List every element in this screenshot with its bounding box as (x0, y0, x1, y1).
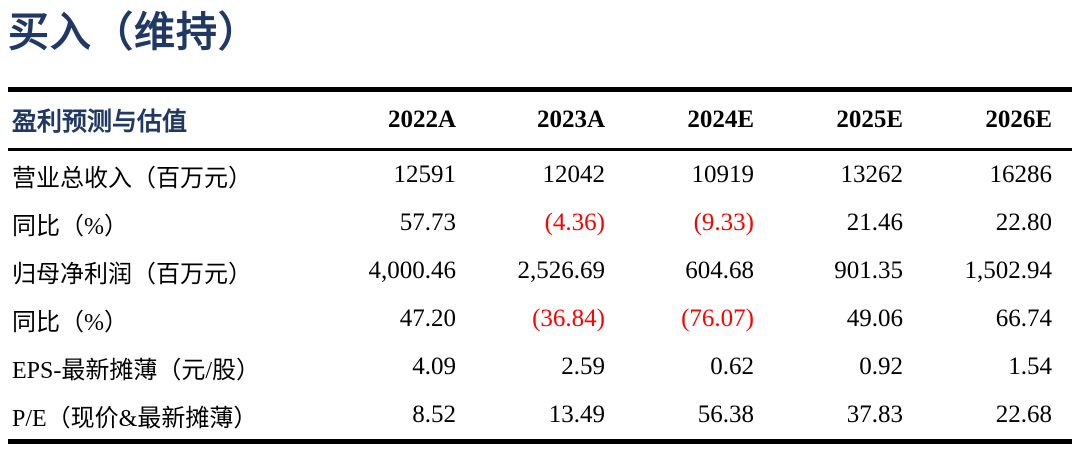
table-row-net-profit-yoy: 同比（%） 47.20 (36.84) (76.07) 49.06 66.74 (8, 295, 1072, 343)
cell-value: 21.46 (846, 209, 903, 236)
row-label: 归母净利润（百万元） (12, 261, 252, 288)
table-row-revenue: 营业总收入（百万元） 12591 12042 10919 13262 16286 (8, 150, 1072, 200)
cell-value: 13262 (840, 161, 904, 188)
cell-value: 13.49 (548, 401, 605, 428)
cell-value: 2,526.69 (517, 257, 606, 284)
row-label: 营业总收入（百万元） (12, 165, 252, 192)
table-row-pe: P/E（现价&最新摊薄） 8.52 13.49 56.38 37.83 22.6… (8, 391, 1072, 442)
table-header-row: 盈利预测与估值 2022A 2023A 2024E 2025E 2026E (8, 90, 1072, 150)
col-header-2022a: 2022A (387, 106, 456, 133)
row-label: 同比（%） (12, 309, 128, 336)
cell-value-negative: (36.84) (532, 305, 605, 332)
cell-value: 57.73 (399, 209, 456, 236)
cell-value-negative: (76.07) (681, 305, 754, 332)
cell-value: 47.20 (399, 305, 456, 332)
cell-value: 0.62 (710, 353, 754, 380)
col-header-2023a: 2023A (536, 106, 605, 133)
cell-value: 0.92 (859, 353, 903, 380)
cell-value: 56.38 (697, 401, 754, 428)
cell-value: 10919 (691, 161, 755, 188)
cell-value: 8.52 (412, 401, 456, 428)
table-row-net-profit: 归母净利润（百万元） 4,000.46 2,526.69 604.68 901.… (8, 247, 1072, 295)
cell-value: 604.68 (685, 257, 754, 284)
forecast-valuation-table: 盈利预测与估值 2022A 2023A 2024E 2025E 2026E 营业… (8, 87, 1072, 444)
table-row-revenue-yoy: 同比（%） 57.73 (4.36) (9.33) 21.46 22.80 (8, 199, 1072, 247)
cell-value: 2.59 (561, 353, 605, 380)
col-header-2025e: 2025E (836, 106, 903, 133)
cell-value: 4.09 (412, 353, 456, 380)
cell-value: 1.54 (1008, 353, 1052, 380)
row-label: EPS-最新摊薄（元/股） (12, 357, 261, 384)
row-label: P/E（现价&最新摊薄） (12, 405, 258, 432)
cell-value: 4,000.46 (368, 257, 457, 284)
cell-value: 1,502.94 (964, 257, 1053, 284)
table-title: 盈利预测与估值 (12, 109, 188, 136)
cell-value: 16286 (989, 161, 1053, 188)
cell-value: 37.83 (846, 401, 903, 428)
cell-value: 66.74 (995, 305, 1052, 332)
cell-value: 901.35 (834, 257, 903, 284)
cell-value: 12591 (393, 161, 457, 188)
cell-value-negative: (9.33) (693, 209, 754, 236)
col-header-2026e: 2026E (985, 106, 1052, 133)
cell-value: 22.68 (995, 401, 1052, 428)
table-row-eps: EPS-最新摊薄（元/股） 4.09 2.59 0.62 0.92 1.54 (8, 343, 1072, 391)
col-header-2024e: 2024E (687, 106, 754, 133)
cell-value: 49.06 (846, 305, 903, 332)
cell-value: 22.80 (995, 209, 1052, 236)
cell-value-negative: (4.36) (544, 209, 605, 236)
report-page: 买入（维持） 盈利预测与估值 2022A 2023A 2024E 2025E 2… (0, 6, 1080, 466)
rating-title: 买入（维持） (8, 9, 260, 55)
cell-value: 12042 (542, 161, 606, 188)
row-label: 同比（%） (12, 213, 128, 240)
